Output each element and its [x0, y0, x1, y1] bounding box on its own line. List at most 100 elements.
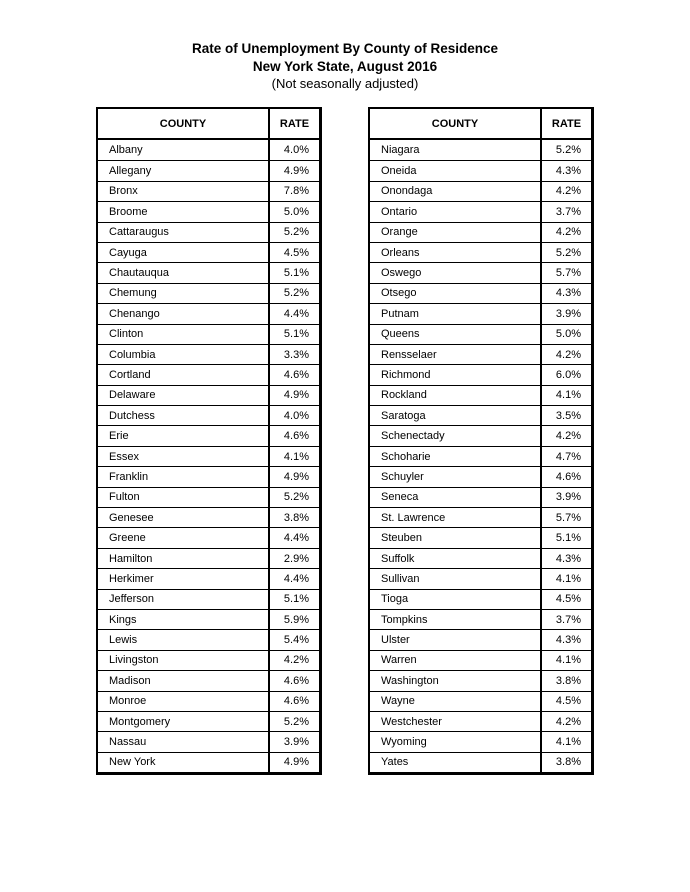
table-row: Livingston 4.2% — [98, 649, 319, 671]
table-row: Rensselaer 4.2% — [370, 343, 591, 365]
table-row: Wyoming 4.1% — [370, 731, 591, 752]
county-name: Dutchess — [98, 406, 270, 426]
table-row: Tompkins 3.7% — [370, 608, 591, 630]
unemployment-rate: 4.3% — [555, 634, 581, 647]
unemployment-rate: 5.7% — [555, 267, 581, 280]
county-name: Onondaga — [370, 181, 542, 202]
unemployment-rate: 3.9% — [555, 307, 581, 320]
unemployment-rate: 4.4% — [283, 307, 309, 320]
table-row: Oneida 4.3% — [370, 160, 591, 181]
unemployment-rate: 4.7% — [555, 450, 581, 463]
table-row: Rockland 4.1% — [370, 384, 591, 406]
table-row: Cayuga 4.5% — [98, 241, 319, 263]
table-row: Niagara 5.2% — [370, 140, 591, 161]
unemployment-rate: 4.1% — [283, 450, 309, 463]
unemployment-rate: 4.3% — [555, 165, 581, 178]
county-name: Columbia — [98, 344, 270, 365]
unemployment-rate: 5.2% — [555, 246, 581, 259]
county-name: Ulster — [370, 630, 542, 650]
county-name: Montgomery — [98, 711, 270, 732]
unemployment-rate: 4.0% — [283, 409, 309, 422]
county-name: Tompkins — [370, 609, 542, 630]
county-name: Allegany — [98, 161, 270, 181]
county-name: Jefferson — [98, 589, 270, 609]
table-row: Onondaga 4.2% — [370, 180, 591, 202]
unemployment-rate: 4.9% — [283, 165, 309, 178]
unemployment-rate: 4.6% — [283, 430, 309, 443]
rate-column-header: RATE — [551, 117, 582, 130]
unemployment-rate: 3.7% — [555, 205, 581, 218]
county-table-right: COUNTY RATE Niagara 5.2% Oneida 4.3% Onondag… — [368, 107, 594, 776]
county-name: Yates — [370, 752, 542, 773]
table-row: Sullivan 4.1% — [370, 568, 591, 589]
unemployment-rate: 3.9% — [283, 736, 309, 749]
county-name: Steuben — [370, 528, 542, 548]
table-row: Wayne 4.5% — [370, 690, 591, 711]
unemployment-rate: 6.0% — [555, 368, 581, 381]
county-name: Seneca — [370, 487, 542, 508]
table-row: Tioga 4.5% — [370, 588, 591, 609]
county-name: Kings — [98, 609, 270, 630]
unemployment-rate: 3.5% — [555, 409, 581, 422]
county-name: Orange — [370, 222, 542, 242]
table-row: Chemung 5.2% — [98, 282, 319, 304]
table-row: St. Lawrence 5.7% — [370, 507, 591, 528]
unemployment-rate: 3.9% — [555, 491, 581, 504]
table-row: Nassau 3.9% — [98, 731, 319, 752]
unemployment-rate: 5.1% — [283, 328, 309, 341]
table-row: Oswego 5.7% — [370, 262, 591, 283]
county-name: New York — [98, 752, 270, 773]
county-name: Chautauqua — [98, 263, 270, 283]
county-column-header: COUNTY — [370, 109, 542, 138]
table-row: Yates 3.8% — [370, 751, 591, 773]
county-name: Lewis — [98, 630, 270, 650]
unemployment-rate: 4.1% — [555, 736, 581, 749]
table-row: Allegany 4.9% — [98, 160, 319, 181]
table-row: Richmond 6.0% — [370, 364, 591, 385]
county-name: Madison — [98, 671, 270, 691]
table-row: Clinton 5.1% — [98, 323, 319, 344]
county-name: Putnam — [370, 304, 542, 324]
unemployment-rate: 5.1% — [283, 593, 309, 606]
unemployment-rate: 3.7% — [555, 613, 581, 626]
county-name: Niagara — [370, 140, 542, 161]
rate-column-header: RATE — [279, 117, 310, 130]
county-name: Monroe — [98, 691, 270, 711]
unemployment-rate: 5.2% — [283, 287, 309, 300]
table-row: Washington 3.8% — [370, 670, 591, 691]
unemployment-rate: 4.3% — [555, 287, 581, 300]
unemployment-rate: 4.2% — [555, 348, 581, 361]
table-row: Ulster 4.3% — [370, 629, 591, 650]
county-name: Queens — [370, 324, 542, 344]
table-row: Greene 4.4% — [98, 527, 319, 548]
table-row: New York 4.9% — [98, 751, 319, 773]
unemployment-rate: 4.5% — [283, 246, 309, 259]
county-name: St. Lawrence — [370, 508, 542, 528]
table-row: Dutchess 4.0% — [98, 405, 319, 426]
table-row: Montgomery 5.2% — [98, 710, 319, 732]
unemployment-rate: 4.6% — [283, 674, 309, 687]
table-row: Schenectady 4.2% — [370, 425, 591, 446]
unemployment-rate: 5.1% — [555, 532, 581, 545]
county-name: Cortland — [98, 365, 270, 385]
county-name: Fulton — [98, 487, 270, 508]
table-row: Putnam 3.9% — [370, 303, 591, 324]
county-name: Ontario — [370, 202, 542, 222]
county-name: Warren — [370, 650, 542, 671]
unemployment-rate: 5.2% — [283, 715, 309, 728]
unemployment-rate: 5.4% — [283, 634, 309, 647]
unemployment-rate: 4.1% — [555, 654, 581, 667]
county-name: Cayuga — [98, 242, 270, 263]
unemployment-rate: 4.4% — [283, 572, 309, 585]
table-row: Albany 4.0% — [98, 140, 319, 161]
county-name: Hamilton — [98, 548, 270, 569]
county-name: Delaware — [98, 385, 270, 406]
table-row: Herkimer 4.4% — [98, 568, 319, 589]
county-name: Saratoga — [370, 406, 542, 426]
table-header: COUNTY RATE — [370, 109, 591, 140]
table-row: Erie 4.6% — [98, 425, 319, 446]
table-row: Essex 4.1% — [98, 445, 319, 467]
unemployment-rate: 5.0% — [283, 205, 309, 218]
table-row: Chautauqua 5.1% — [98, 262, 319, 283]
unemployment-rate: 4.6% — [283, 368, 309, 381]
